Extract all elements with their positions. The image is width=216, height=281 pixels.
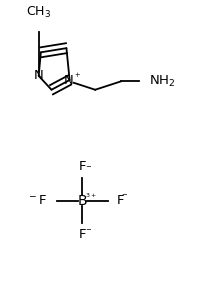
Text: CH$_3$: CH$_3$ <box>26 5 51 21</box>
Text: F: F <box>116 194 124 207</box>
Text: $^-$F: $^-$F <box>27 194 48 207</box>
Text: F: F <box>79 228 86 241</box>
Text: N: N <box>34 69 44 82</box>
Text: $^-$: $^-$ <box>84 227 93 237</box>
Text: $^-$: $^-$ <box>84 164 93 174</box>
Text: N: N <box>64 74 73 87</box>
Text: B: B <box>78 194 87 208</box>
Text: NH$_2$: NH$_2$ <box>149 74 175 89</box>
Text: $^{3+}$: $^{3+}$ <box>84 193 97 202</box>
Text: F: F <box>79 160 86 173</box>
Text: $^-$: $^-$ <box>120 192 129 202</box>
Text: $^+$: $^+$ <box>73 72 81 82</box>
